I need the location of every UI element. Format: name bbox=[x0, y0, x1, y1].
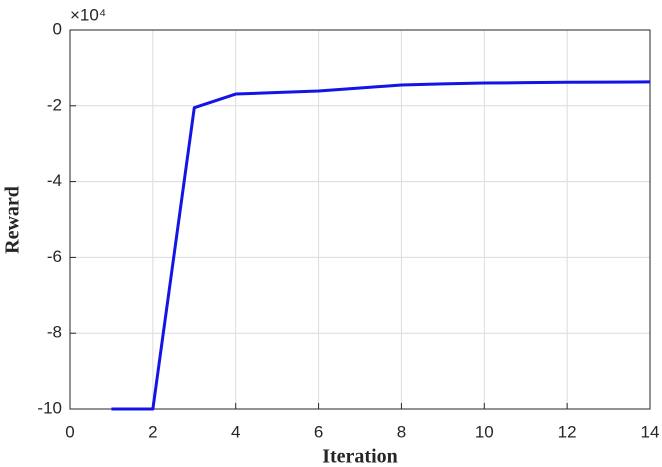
y-tick-label: -4 bbox=[47, 171, 62, 190]
line bbox=[111, 80, 651, 411]
x-tick-label: 0 bbox=[65, 422, 74, 441]
y-tick-label: -10 bbox=[37, 398, 62, 417]
y-multiplier: ×10⁴ bbox=[70, 5, 106, 24]
y-axis-label: Reward bbox=[2, 186, 24, 254]
x-tick-label: 4 bbox=[231, 422, 240, 441]
x-tick-label: 8 bbox=[397, 422, 406, 441]
y-tick-label: -2 bbox=[47, 95, 62, 114]
x-tick-label: 12 bbox=[558, 422, 577, 441]
x-tick-label: 6 bbox=[314, 422, 323, 441]
x-tick-label: 10 bbox=[475, 422, 494, 441]
x-axis-label: Iteration bbox=[322, 446, 398, 467]
plot-frame bbox=[69, 29, 651, 410]
y-tick-label: -6 bbox=[47, 247, 62, 266]
y-tick-label: -8 bbox=[47, 323, 62, 342]
x-tick-label: 2 bbox=[148, 422, 157, 441]
x-tick-label: 14 bbox=[641, 422, 660, 441]
y-tick-label: 0 bbox=[53, 19, 62, 38]
